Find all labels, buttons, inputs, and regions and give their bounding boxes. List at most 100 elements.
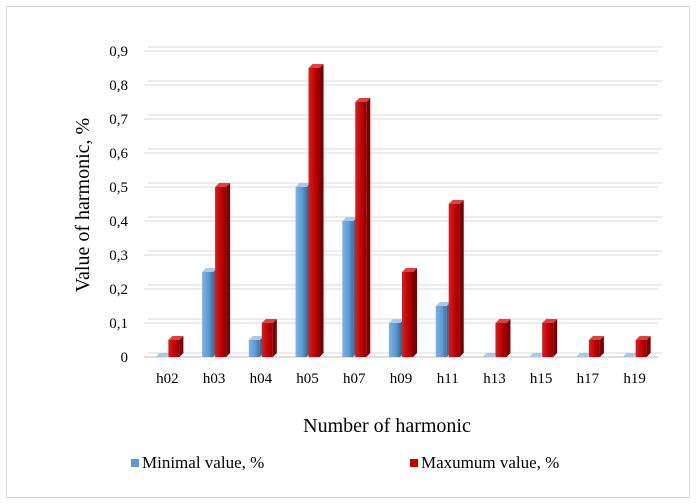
x-tick-label: h02 (156, 371, 179, 387)
bar-face (215, 187, 227, 357)
y-tick-label: 0,9 (109, 44, 128, 60)
legend-swatch-minimal (131, 459, 139, 467)
bar-face (588, 340, 600, 357)
bar-top (261, 319, 277, 323)
bar-chart: 00,10,20,30,40,50,60,70,80,9 h02 h03 h04 h0… (72, 44, 662, 472)
bar-minimal-h03 (202, 268, 218, 357)
bar-top (635, 336, 651, 340)
bar-top (202, 268, 218, 272)
bar-maximum-h07 (355, 98, 371, 357)
bar-minimal-h11 (435, 302, 451, 357)
bar-side (553, 319, 558, 357)
y-tick-label: 0,1 (109, 316, 128, 332)
bar-maximum-h02 (168, 336, 184, 357)
bar-minimal-h07 (342, 217, 358, 357)
x-tick-label: h11 (437, 371, 459, 387)
y-tick-label: 0,2 (109, 282, 128, 298)
y-tick-label: 0,5 (109, 180, 128, 196)
y-tick-label: 0,6 (109, 146, 128, 162)
bar-side (599, 336, 604, 357)
bar-face (295, 187, 307, 357)
bar-maximum-h19 (635, 336, 651, 357)
y-tick-label: 0,7 (109, 112, 128, 128)
bar-top (248, 336, 264, 340)
bar-top (355, 98, 371, 102)
bar-side (272, 319, 277, 357)
bar-top (342, 217, 358, 221)
y-tick-label: 0,8 (109, 78, 128, 94)
bar-top (308, 64, 324, 68)
bar-maximum-h15 (542, 319, 558, 357)
bar-face (342, 221, 354, 357)
bar-side (413, 268, 417, 357)
x-axis-title: Number of harmonic (303, 415, 471, 437)
bar-face (542, 323, 554, 357)
legend-label-maximum: Maxumum value, % (421, 453, 559, 472)
bar-top (435, 302, 451, 306)
chart-frame: 0 0,1 0,2 0,3 0,4 0,5 0,6 0,7 0,8 0,9 h02 h03 h04 h0… (6, 6, 690, 498)
bar-top (402, 268, 417, 272)
bar-top (389, 319, 404, 323)
bar-side (459, 200, 464, 357)
y-tick-label: 0,4 (109, 214, 128, 230)
legend-swatch-maximum (410, 459, 418, 467)
x-tick-label: h17 (577, 371, 600, 387)
bar-face (308, 68, 320, 357)
bar-minimal-h04 (248, 336, 264, 357)
bar-top (155, 353, 171, 357)
bar-face (248, 340, 260, 357)
legend-label-minimal: Minimal value, % (142, 453, 264, 472)
bar-maximum-h11 (448, 200, 464, 357)
bar-minimal-h09 (389, 319, 404, 357)
x-tick-label: h07 (343, 371, 366, 387)
bar-top (448, 200, 464, 204)
bar-maximum-h09 (402, 268, 417, 357)
bar-maximum-h04 (261, 319, 277, 357)
bar-top (295, 183, 311, 187)
bar-minimal-h02 (155, 353, 171, 357)
bar-maximum-h05 (308, 64, 324, 357)
x-axis-ticks: h02 h03 h04 h05 h07 h09 h11 h13 h15 h17 h19 (156, 371, 646, 387)
x-tick-label: h03 (203, 371, 226, 387)
bar-face (495, 323, 507, 357)
bar-minimal-h05 (295, 183, 311, 357)
bar-maximum-h13 (495, 319, 511, 357)
bar-top (588, 336, 604, 340)
y-axis-title: Value of harmonic, % (72, 118, 94, 292)
bar-face (389, 323, 400, 357)
x-tick-label: h19 (623, 371, 646, 387)
bar-top (575, 353, 591, 357)
y-tick-label: 0 (121, 350, 129, 366)
bar-top (168, 336, 184, 340)
bar-top (542, 319, 558, 323)
bar-top (482, 353, 498, 357)
bar-maximum-h17 (588, 336, 604, 357)
x-tick-label: h05 (296, 371, 319, 387)
bar-face (261, 323, 273, 357)
bar-top (215, 183, 231, 187)
bar-face (435, 306, 447, 357)
bar-minimal-h17 (575, 353, 591, 357)
bar-minimal-h19 (622, 353, 638, 357)
legend: Minimal value, % Maxumum value, % (131, 453, 559, 472)
bar-face (635, 340, 647, 357)
bar-face (168, 340, 180, 357)
x-tick-label: h15 (530, 371, 553, 387)
bar-minimal-h15 (529, 353, 545, 357)
bar-minimal-h13 (482, 353, 498, 357)
bar-top (495, 319, 511, 323)
bar-side (506, 319, 511, 357)
bar-face (402, 272, 413, 357)
bar-face (448, 204, 460, 357)
bar-side (179, 336, 184, 357)
bar-side (366, 98, 371, 357)
bar-side (319, 64, 324, 357)
y-axis-ticks: 0 0,1 0,2 0,3 0,4 0,5 0,6 0,7 0,8 0,9 (109, 44, 128, 366)
x-tick-label: h09 (390, 371, 413, 387)
bar-face (355, 102, 367, 357)
bar-top (529, 353, 545, 357)
bar-top (622, 353, 638, 357)
bar-side (646, 336, 651, 357)
y-tick-label: 0,3 (109, 248, 128, 264)
bars (155, 64, 651, 357)
